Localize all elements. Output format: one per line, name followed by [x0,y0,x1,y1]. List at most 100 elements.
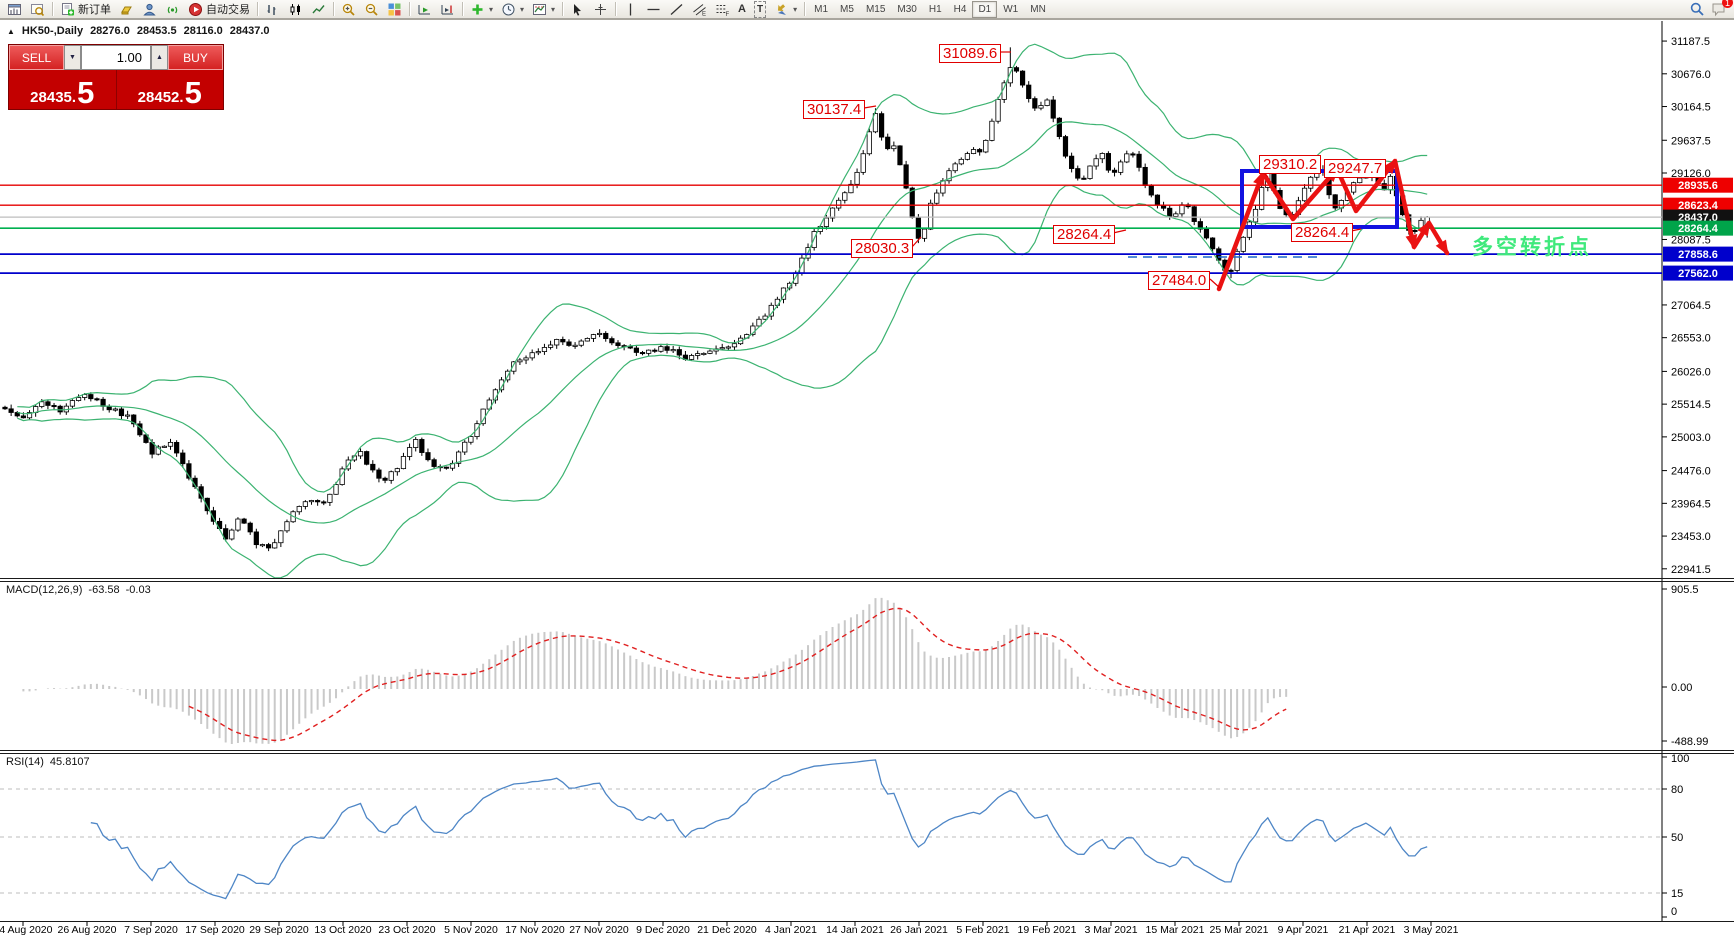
zoom-out-icon[interactable] [360,0,383,19]
timeframe-m30[interactable]: M30 [897,3,917,15]
date-axis-label: 5 Nov 2020 [444,924,498,936]
timeframe-m5[interactable]: M5 [840,3,854,15]
date-axis-label: 27 Nov 2020 [569,924,629,936]
turning-point-note[interactable]: 多空转折点 [1472,236,1592,259]
auto-trading-button[interactable]: 自动交易 [184,0,254,19]
gold-icon[interactable] [115,0,138,19]
date-axis-label: 3 May 2021 [1404,924,1459,936]
volume-decrease-button[interactable]: ▼ [64,45,81,70]
timeframe-m15[interactable]: M15 [865,3,886,15]
tile-windows-icon[interactable] [383,0,406,19]
auto-scroll-icon[interactable] [413,0,436,19]
expert-advisor-icon[interactable] [138,0,161,19]
new-order-button[interactable]: 新订单 [56,0,115,19]
timeframe-m1[interactable]: M1 [814,3,829,15]
rsi-panel[interactable] [0,759,1662,900]
chart-window-icon[interactable] [3,0,26,19]
line-chart-icon[interactable] [307,0,330,19]
chart-shift-icon[interactable] [436,0,459,19]
price-tag-value: 28264.4 [1678,223,1719,235]
rsi-indicator-label[interactable]: RSI(14) 45.8107 [6,756,90,768]
horizontal-line-icon[interactable] [642,0,665,19]
toolbar-separator [562,2,564,16]
sell-button[interactable]: SELL [9,45,64,70]
search-icon[interactable] [1689,1,1705,17]
arrowhead-icon [1382,158,1397,175]
macd-signal-value: -0.03 [125,584,151,596]
bar-chart-icon[interactable] [261,0,284,19]
price-annotation-label[interactable]: 29310.2 [1259,155,1322,174]
volume-increase-button[interactable]: ▲ [151,45,168,70]
chart-title: ▲ HK50-,Daily 28276.0 28453.5 28116.0 28… [7,25,270,37]
price-tag-value: 27858.6 [1678,249,1718,261]
indicators-add-button[interactable]: ▾ [466,0,497,19]
macd-name: MACD(12,26,9) [6,584,83,596]
sell-price-pip: 5 [77,75,95,110]
text-label-icon[interactable]: T [750,0,770,19]
candlestick-chart-icon[interactable] [284,0,307,19]
date-axis-label: 26 Jan 2021 [890,924,948,936]
equidistant-channel-icon[interactable]: E [688,0,711,19]
timeframe-mn[interactable]: MN [1030,3,1046,15]
symbol-period-label: HK50-,Daily [21,25,84,37]
timeframe-d1[interactable]: D1 [972,0,998,18]
arrow-objects-button[interactable]: ▾ [770,0,801,19]
rsi-name: RSI(14) [6,756,44,768]
price-annotation-label[interactable]: 31089.6 [939,44,1002,63]
price-tag [1663,246,1733,262]
price-tag-value: 27562.0 [1678,268,1718,280]
chart-annotations[interactable] [0,51,1662,292]
price-annotation-label[interactable]: 28264.4 [1053,225,1116,244]
price-axis-tick: 31187.5 [1671,36,1710,48]
price-annotation-label[interactable]: 27484.0 [1148,271,1211,290]
signals-icon[interactable] [161,0,184,19]
price-annotation-label[interactable]: 29247.7 [1324,159,1387,178]
toolbar-separator [615,2,617,16]
price-axis[interactable]: 31187.5 30676.0 30164.5 29637.5 29126.0 28087… [0,19,1734,922]
date-axis-label: 4 Jan 2021 [765,924,817,936]
sell-price[interactable]: 28435. 5 [9,70,116,109]
price-axis-tick: 26553.0 [1671,333,1711,345]
chevron-down-icon: ▾ [489,4,494,14]
zoom-in-icon[interactable] [337,0,360,19]
fibonacci-icon[interactable]: F [711,0,734,19]
rsi-value: 45.8107 [49,756,90,768]
vertical-line-icon[interactable] [619,0,642,19]
periods-button[interactable]: ▾ [497,0,528,19]
buy-button[interactable]: BUY [168,45,223,70]
new-order-label: 新订单 [78,4,111,16]
price-panel[interactable] [2,43,1430,579]
volume-input[interactable]: 1.00 [81,45,151,70]
time-axis[interactable]: 14 Aug 2020 26 Aug 2020 7 Sep 2020 17 Sep 2… [0,921,1459,937]
date-axis-label: 9 Dec 2020 [636,924,690,936]
macd-value: -63.58 [88,584,120,596]
trendline-icon[interactable] [665,0,688,19]
date-axis-label: 23 Oct 2020 [378,924,435,936]
macd-indicator-label[interactable]: MACD(12,26,9) -63.58 -0.03 [6,584,151,596]
price-axis-tick: 27064.5 [1671,300,1711,312]
date-axis-label: 25 Mar 2021 [1210,924,1269,936]
timeframe-h4[interactable]: H4 [953,3,967,15]
notifications-icon[interactable]: 1 [1711,0,1733,17]
price-axis-tick: 28087.5 [1671,234,1711,246]
text-icon[interactable]: A [738,2,746,15]
macd-panel[interactable] [22,597,1288,744]
price-annotation-label[interactable]: 28264.4 [1291,223,1354,242]
bollinger-band-line [17,121,1428,524]
price-annotation-label[interactable]: 28030.3 [851,239,914,258]
buy-price-pip: 5 [184,75,202,110]
date-axis-label: 5 Feb 2021 [956,924,1009,936]
crosshair-icon[interactable] [589,0,612,19]
toolbar-separator [462,2,463,16]
date-axis-label: 3 Mar 2021 [1084,924,1137,936]
timeframe-w1[interactable]: W1 [1003,3,1019,15]
indicators-add-icon [472,4,483,14]
templates-button[interactable]: ▾ [528,0,559,19]
cursor-icon[interactable] [566,0,589,19]
data-window-icon[interactable] [26,0,49,19]
chevron-down-icon: ▾ [520,4,525,14]
price-annotation-label[interactable]: 30137.4 [803,100,866,119]
timeframe-h1[interactable]: H1 [928,3,942,15]
buy-price[interactable]: 28452. 5 [117,70,224,109]
